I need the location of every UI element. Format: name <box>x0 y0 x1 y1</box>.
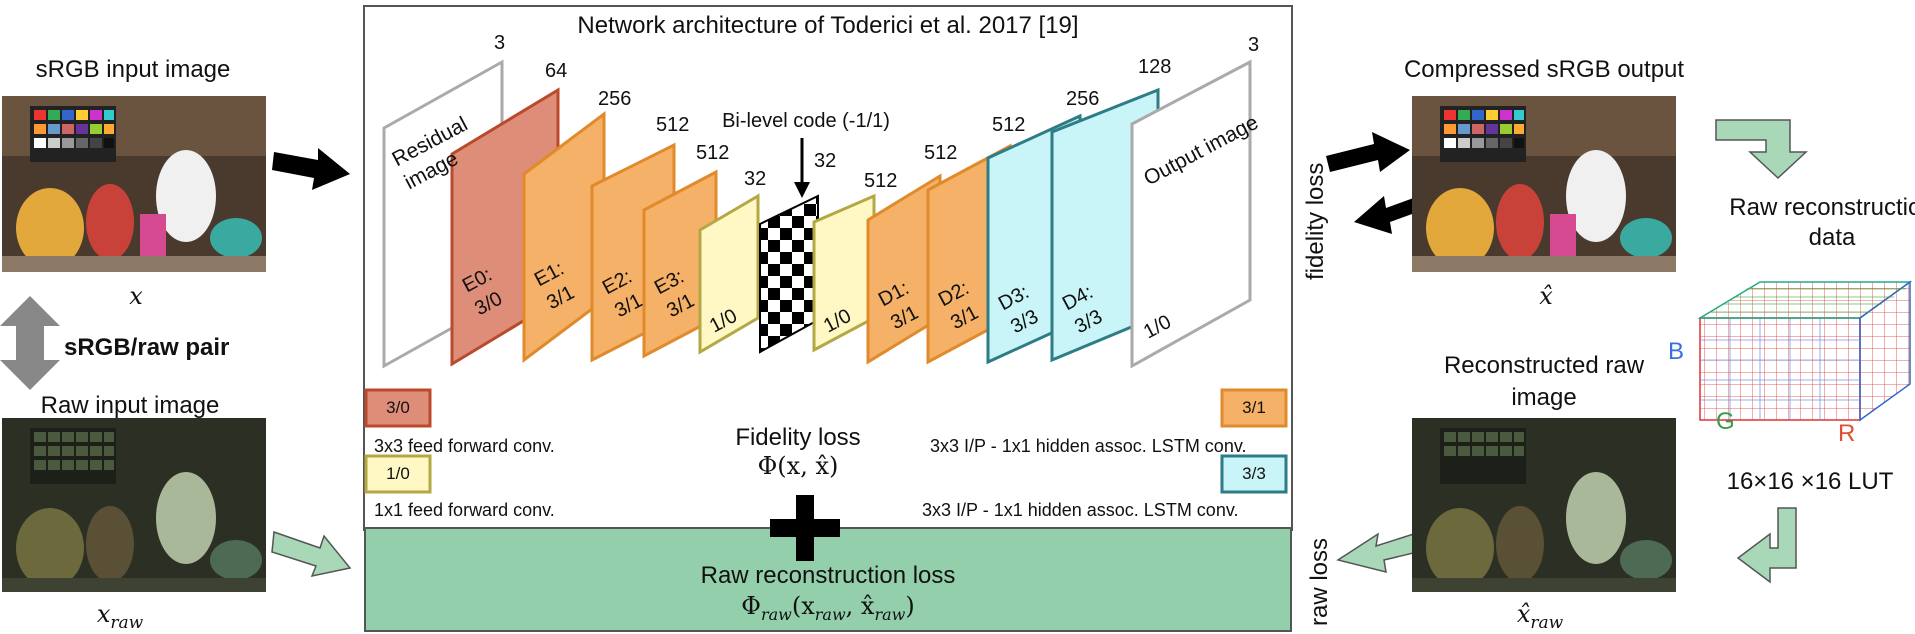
bilevel-arrowhead <box>794 182 810 198</box>
recon-data-line1: Raw reconstruction <box>1729 194 1915 221</box>
recon-raw-line2: image <box>1511 384 1577 411</box>
network-title: Network architecture of Toderici et al. … <box>577 12 1079 39</box>
legend-box-10 <box>364 454 432 494</box>
legend-text-31: 3x3 I/P - 1x1 hidden assoc. LSTM conv. <box>930 436 1247 456</box>
legend-text-33: 3x3 I/P - 1x1 hidden assoc. LSTM conv. <box>922 500 1239 520</box>
srgb-input-photo <box>2 96 266 272</box>
raw-input-var: xraw <box>96 600 144 633</box>
channels-E1: 256 <box>598 88 632 110</box>
fidelity-loss-title: Fidelity loss <box>735 424 861 451</box>
channels-input: 3 <box>494 32 506 54</box>
reconstructed-raw-photo <box>1412 418 1676 592</box>
channels-extra: 128 <box>1138 56 1172 78</box>
compressed-output-photo <box>1412 96 1676 272</box>
input-arrow <box>272 148 350 190</box>
raw-input-photo <box>2 418 266 592</box>
lut-label: 16×16 ×16 LUT <box>1726 468 1894 495</box>
raw-loss-formula: Φraw(xraw, x̂raw) <box>741 592 915 624</box>
legend-box-31 <box>1220 388 1288 428</box>
raw-loss-title: Raw reconstruction loss <box>700 562 956 589</box>
channels-E2: 512 <box>656 114 690 136</box>
lut-axis-r: R <box>1838 420 1856 447</box>
recon-raw-var: x̂raw <box>1516 600 1564 633</box>
lut-axis-g: G <box>1716 408 1735 435</box>
lut-cube <box>1697 280 1913 422</box>
raw-input-arrow <box>271 530 352 578</box>
pair-double-arrow <box>0 296 60 390</box>
legend-code-30: 3/0 <box>386 398 410 417</box>
recon-data-line2: data <box>1808 224 1856 251</box>
channels-B1: 32 <box>744 168 767 190</box>
lut-arrow <box>1736 507 1797 584</box>
channels-output: 3 <box>1248 34 1260 56</box>
compressed-output-title: Compressed sRGB output <box>1403 56 1685 83</box>
channels-B2: 32 <box>814 150 837 172</box>
raw-side-label: raw loss <box>1306 537 1333 626</box>
legend-code-31: 3/1 <box>1242 398 1266 417</box>
legend-code-33: 3/3 <box>1242 464 1266 483</box>
recon-raw-line1: Reconstructed raw <box>1443 352 1645 379</box>
legend-box-33 <box>1220 454 1288 494</box>
legend-text-10: 1x1 feed forward conv. <box>374 500 555 520</box>
bilevel-label: Bi-level code (-1/1) <box>722 110 890 132</box>
channels-D1: 512 <box>864 170 898 192</box>
compressed-output-var: x̂ <box>1539 282 1553 310</box>
channels-E3: 512 <box>696 142 730 164</box>
channels-D3: 512 <box>992 114 1026 136</box>
fidelity-arrow-right <box>1326 132 1410 172</box>
fidelity-loss-formula: Φ(x, x̂) <box>757 452 839 480</box>
recon-data-arrow <box>1715 119 1808 180</box>
srgb-input-var: x <box>129 282 143 310</box>
legend-text-30: 3x3 feed forward conv. <box>374 436 555 456</box>
pair-label: sRGB/raw pair <box>64 334 230 361</box>
fidelity-side-label: fidelity loss <box>1302 162 1329 280</box>
channels-D2: 512 <box>924 142 958 164</box>
raw-input-title: Raw input image <box>40 392 220 419</box>
raw-loss-band <box>364 527 1292 632</box>
channels-E0: 64 <box>545 60 568 82</box>
output-image-slab <box>1130 59 1252 369</box>
plus-v <box>796 495 814 561</box>
channels-D4: 256 <box>1066 88 1100 110</box>
legend-box-30 <box>364 388 432 428</box>
srgb-input-title: sRGB input image <box>35 56 231 83</box>
legend-code-10: 1/0 <box>386 464 410 483</box>
lut-axis-b: B <box>1668 338 1685 365</box>
layer-B1 <box>698 193 760 355</box>
